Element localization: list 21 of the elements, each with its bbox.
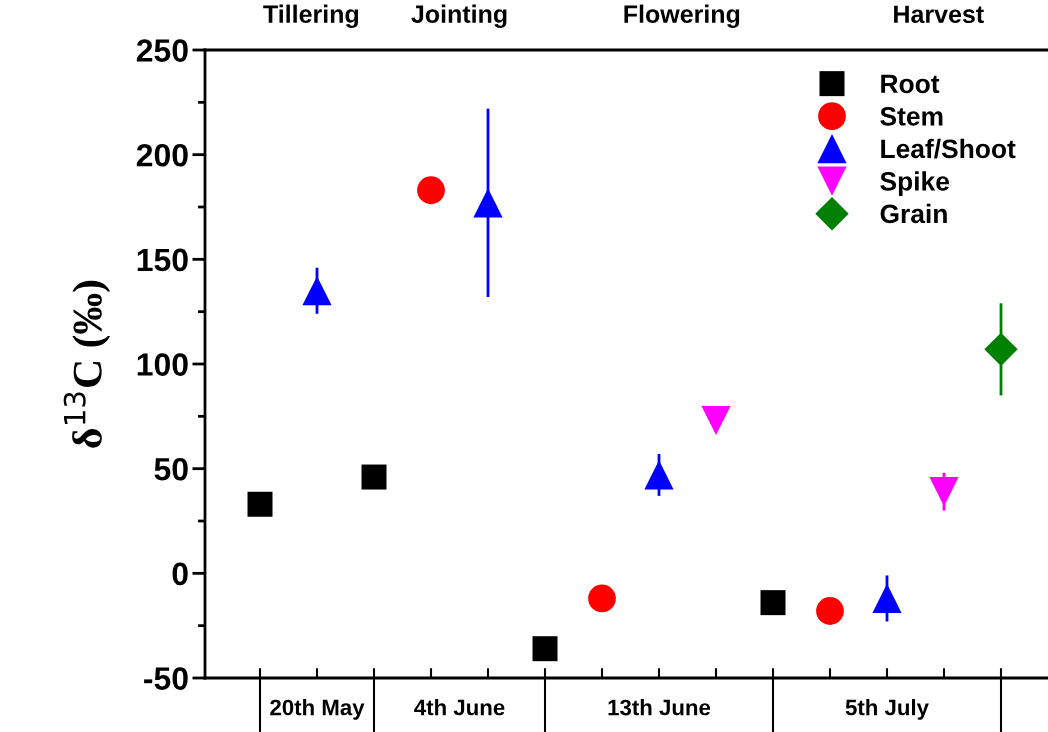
legend-label: Root [881, 74, 940, 94]
y-axis-title: δ$^{13}$C (‰) [63, 280, 111, 448]
text: Jointing [411, 4, 507, 29]
y-tick-label: 200 [136, 143, 188, 167]
y-tick-label: -50 [144, 667, 188, 690]
y-tick-label: 250 [136, 39, 188, 62]
legend-label: Spike [880, 171, 949, 196]
y-tick-label: 0 [172, 562, 188, 586]
text: 13th June [608, 699, 711, 716]
text: 4th June [414, 699, 505, 716]
text: 20th May [270, 699, 365, 720]
text: Harvest [894, 5, 984, 24]
text: Tillering [263, 4, 359, 29]
text: Flowering [624, 4, 740, 29]
legend-label: Stem [880, 106, 943, 126]
legend-label: Leaf/Shoot [881, 138, 1016, 159]
y-tick-label: 150 [137, 248, 188, 272]
legend-label: Grain [880, 203, 947, 224]
y-tick-label: 100 [137, 353, 188, 376]
y-tick-label: 50 [154, 457, 188, 481]
text: 5th July [845, 699, 929, 720]
